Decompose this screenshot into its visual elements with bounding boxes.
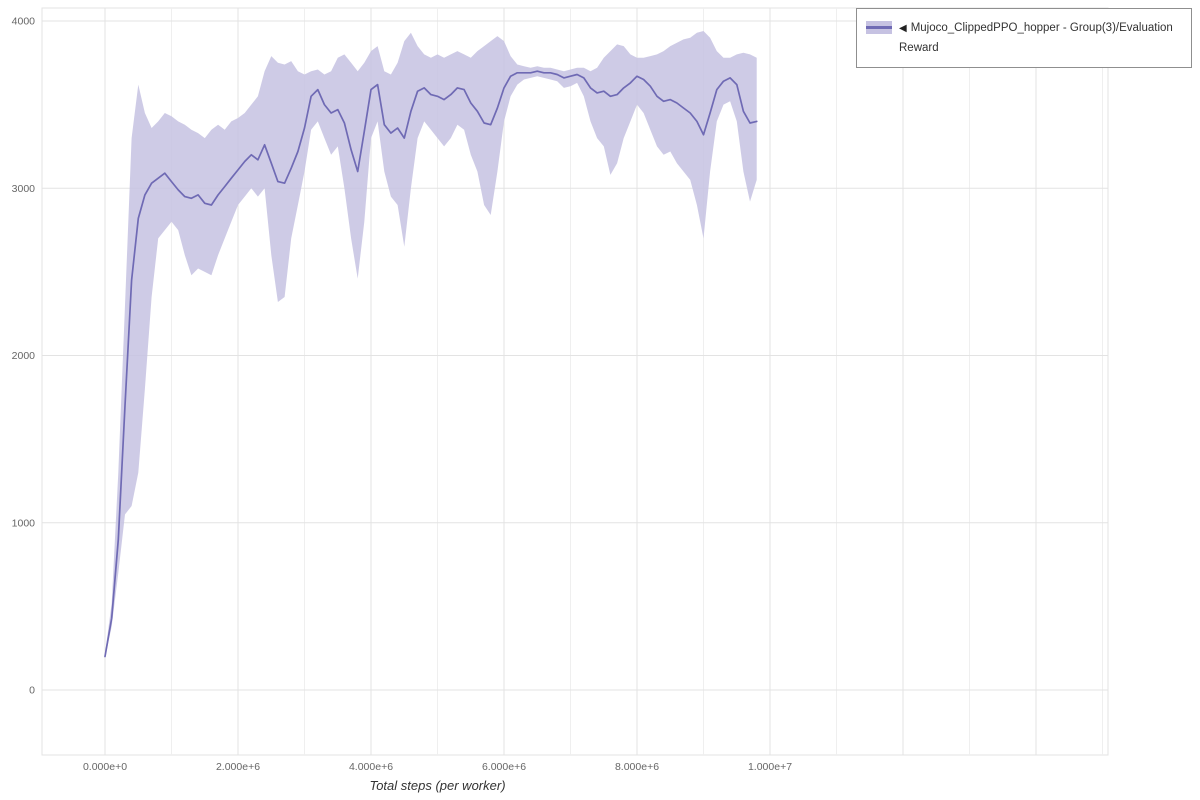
legend-entry: ◀ Mujoco_ClippedPPO_hopper - Group(3)/Eva… <box>899 18 1182 58</box>
y-tick-label: 3000 <box>12 183 36 195</box>
y-tick-label: 4000 <box>12 16 36 28</box>
x-tick-label: 1.000e+7 <box>748 761 792 773</box>
legend-band-swatch <box>866 21 892 34</box>
confidence-band <box>105 31 757 659</box>
reward-mean-line <box>104 70 758 658</box>
legend-label: Mujoco_ClippedPPO_hopper - Group(3)/Eval… <box>899 22 1173 55</box>
y-tick-label: 1000 <box>12 517 36 529</box>
x-tick-label: 4.000e+6 <box>349 761 393 773</box>
x-tick-label: 2.000e+6 <box>216 761 260 773</box>
legend-marker-icon: ◀ <box>899 23 907 34</box>
y-tick-label: 2000 <box>12 350 36 362</box>
x-axis-title: Total steps (per worker) <box>369 778 505 793</box>
x-tick-label: 8.000e+6 <box>615 761 659 773</box>
x-tick-label: 6.000e+6 <box>482 761 526 773</box>
plot-border <box>41 7 1109 756</box>
x-tick-label: 0.000e+0 <box>83 761 127 773</box>
y-tick-label: 0 <box>29 685 35 697</box>
legend[interactable]: ◀ Mujoco_ClippedPPO_hopper - Group(3)/Eva… <box>856 8 1192 69</box>
legend-line-swatch <box>866 26 892 29</box>
